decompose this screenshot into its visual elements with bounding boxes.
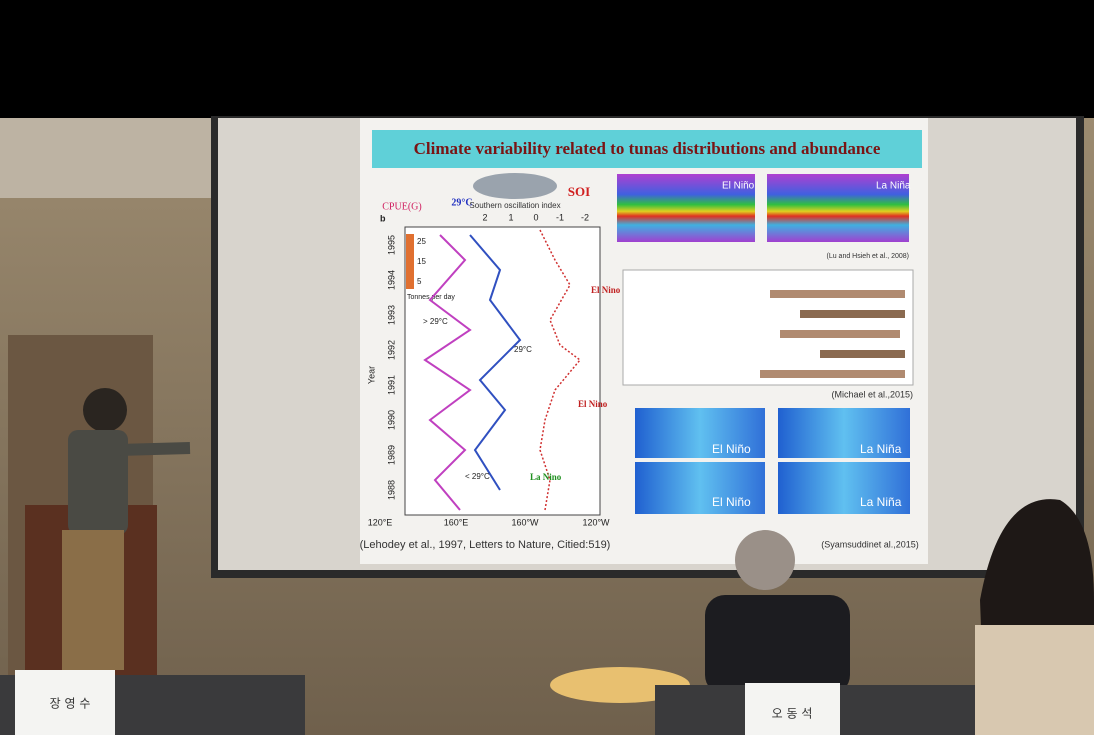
citation: (Michael et al.,2015) bbox=[831, 389, 913, 399]
audience-head bbox=[735, 530, 795, 590]
x-tick: 160°E bbox=[444, 517, 469, 527]
audience-body bbox=[705, 595, 850, 695]
annotation: El Nino bbox=[591, 285, 621, 295]
year-tick: 1994 bbox=[386, 270, 396, 290]
map-label: El Niño bbox=[712, 495, 751, 509]
presenter-legs bbox=[62, 530, 124, 670]
y-axis-label: Year bbox=[366, 366, 376, 384]
photo: Climate variability related to tunas dis… bbox=[0, 0, 1094, 735]
year-tick: 1995 bbox=[386, 235, 396, 255]
map-label: La Niña bbox=[860, 495, 902, 509]
x-tick: 160°W bbox=[511, 517, 539, 527]
map-label: El Niño bbox=[712, 442, 751, 456]
map-label: La Niña bbox=[876, 181, 911, 192]
table-bar bbox=[770, 290, 905, 298]
legend-bar bbox=[406, 234, 414, 289]
table bbox=[623, 270, 913, 385]
top-tick: -1 bbox=[556, 212, 564, 222]
nameplate-text: 오 동 석 bbox=[772, 707, 813, 721]
citation: (Syamsuddinet al.,2015) bbox=[821, 539, 919, 549]
legend-tick: 25 bbox=[417, 237, 426, 246]
x-tick: 120°E bbox=[368, 517, 393, 527]
year-tick: 1993 bbox=[386, 305, 396, 325]
year-tick: 1988 bbox=[386, 480, 396, 500]
citation: (Lu and Hsieh et al., 2008) bbox=[827, 253, 910, 260]
top-tick: -2 bbox=[581, 212, 589, 222]
soi-label: SOI bbox=[568, 184, 590, 199]
annotation: El Nino bbox=[578, 399, 608, 409]
map-label: El Niño bbox=[722, 181, 755, 192]
nameplate-text: 장 영 수 bbox=[50, 697, 91, 711]
fish-caption: Southern oscillation index bbox=[469, 201, 560, 210]
legend-tick: 5 bbox=[417, 277, 422, 286]
year-tick: 1990 bbox=[386, 410, 396, 430]
slide-title: Climate variability related to tunas dis… bbox=[414, 139, 881, 158]
black-bar bbox=[0, 0, 1094, 118]
panel-label: b bbox=[380, 213, 386, 223]
annotation: < 29°C bbox=[465, 472, 490, 481]
table-bar bbox=[820, 350, 905, 358]
year-tick: 1992 bbox=[386, 340, 396, 360]
presenter-head bbox=[83, 388, 127, 432]
annotation: > 29°C bbox=[423, 317, 448, 326]
top-tick: 2 bbox=[482, 212, 487, 222]
tuna-drawing bbox=[473, 173, 557, 199]
map-label: La Niña bbox=[860, 442, 902, 456]
annotation: 29°C bbox=[514, 345, 532, 354]
year-tick: 1991 bbox=[386, 375, 396, 395]
audience-jacket bbox=[975, 625, 1094, 735]
presenter-arm bbox=[120, 448, 190, 450]
x-tick: 120°W bbox=[582, 517, 610, 527]
top-tick: 1 bbox=[508, 212, 513, 222]
top-tick: 0 bbox=[533, 212, 538, 222]
legend-tick: 15 bbox=[417, 257, 426, 266]
year-tick: 1989 bbox=[386, 445, 396, 465]
table-bar bbox=[800, 310, 905, 318]
temp-label: 29°C bbox=[451, 197, 472, 208]
citation: (Lehodey et al., 1997, Letters to Nature… bbox=[360, 539, 611, 551]
annotation: La Nino bbox=[530, 472, 562, 482]
cpue-label: CPUE(G) bbox=[382, 201, 421, 212]
wall-panel bbox=[0, 118, 215, 198]
table-bar bbox=[760, 370, 905, 378]
presenter-torso bbox=[68, 430, 128, 535]
table-bar bbox=[780, 330, 900, 338]
